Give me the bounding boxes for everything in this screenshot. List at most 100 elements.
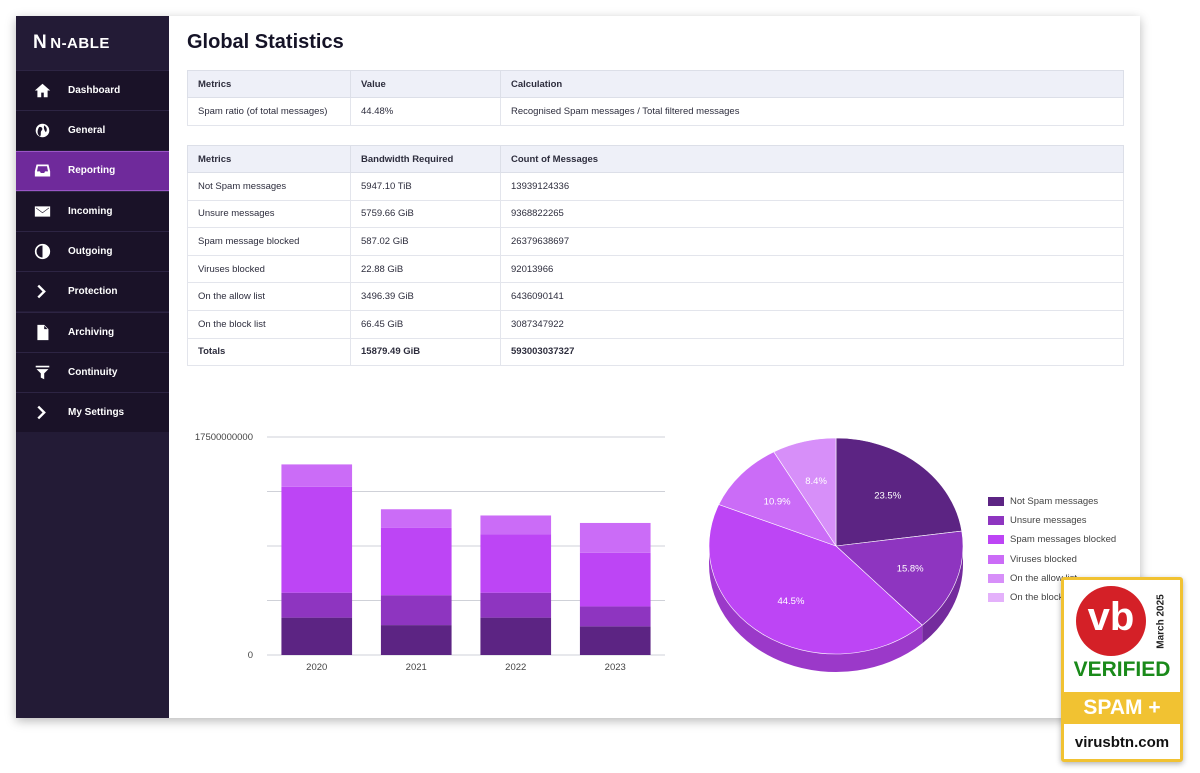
y-tick-label: 0 — [248, 650, 253, 661]
legend-item[interactable]: Unsure messages — [988, 511, 1116, 530]
bar-segment[interactable] — [579, 552, 651, 607]
bar-segment[interactable] — [480, 617, 552, 655]
sidebar-item-protection[interactable]: Protection — [16, 271, 169, 312]
pie-slice-label: 15.8% — [897, 564, 924, 575]
pie-slice-label: 10.9% — [764, 497, 791, 508]
y-tick-label: 17500000000 — [195, 432, 253, 443]
inbox-icon — [16, 162, 68, 179]
badge-category: SPAM + — [1064, 692, 1180, 724]
legend-item[interactable]: Not Spam messages — [988, 492, 1116, 511]
bar-segment[interactable] — [380, 625, 452, 655]
table-row: Spam ratio (of total messages) 44.48% Re… — [187, 97, 1124, 126]
pie-legend: Not Spam messages Unsure messages Spam mes… — [988, 492, 1116, 607]
legend-item[interactable]: Viruses blocked — [988, 550, 1116, 569]
badge-verified: VERIFIED — [1073, 658, 1171, 681]
legend-swatch — [988, 535, 1004, 545]
metric-cell: On the block list — [187, 309, 351, 339]
table-row: Unsure messages 5759.66 GiB 9368822265 — [187, 199, 1124, 229]
brand-name: N-ABLE — [50, 34, 110, 52]
sidebar-item-label: General — [68, 125, 106, 137]
x-tick-label: 2020 — [306, 662, 327, 673]
legend-swatch — [988, 497, 1004, 507]
sidebar-item-label: Archiving — [68, 326, 115, 338]
chevron-right-icon — [16, 404, 68, 421]
badge-date: March 2025 — [1156, 588, 1176, 658]
legend-label: On the block list — [1010, 592, 1078, 604]
calculation-cell: Recognised Spam messages / Total filtere… — [500, 97, 1124, 126]
count-cell: 3087347922 — [500, 309, 1124, 339]
sidebar-item-my-settings[interactable]: My Settings — [16, 392, 169, 433]
totals-row: Totals 15879.49 GiB 593003037327 — [187, 337, 1124, 367]
stacked-bar-chart: 17500000000 0 2020 2021 2022 2023 — [195, 432, 665, 673]
totals-bandwidth-cell: 15879.49 GiB — [350, 337, 501, 367]
table-row: On the allow list 3496.39 GiB 6436090141 — [187, 282, 1124, 311]
badge-date-text: March 2025 — [1155, 594, 1167, 649]
bandwidth-cell: 587.02 GiB — [350, 227, 501, 256]
main-content: Global Statistics Metrics Value Calculat… — [169, 16, 1140, 718]
page-title: Global Statistics — [187, 31, 344, 53]
legend-item[interactable]: On the block list — [988, 588, 1116, 607]
x-tick-label: 2023 — [605, 662, 626, 673]
badge-site: virusbtn.com — [1074, 734, 1170, 751]
sidebar-item-continuity[interactable]: Continuity — [16, 352, 169, 393]
metric-cell: Not Spam messages — [187, 172, 351, 201]
bar-segment[interactable] — [579, 626, 651, 655]
sidebar-item-incoming[interactable]: Incoming — [16, 190, 169, 231]
envelope-icon — [16, 203, 68, 220]
table-header-row: Metrics Bandwidth Required Count of Mess… — [187, 145, 1124, 173]
pie-slice[interactable] — [718, 451, 837, 547]
sidebar-item-outgoing[interactable]: Outgoing — [16, 231, 169, 272]
bandwidth-cell: 5947.10 TiB — [350, 172, 501, 201]
column-header-calculation: Calculation — [500, 70, 1124, 98]
bar-segment[interactable] — [480, 534, 552, 593]
sidebar-item-label: My Settings — [68, 407, 125, 419]
value-cell: 44.48% — [350, 97, 501, 126]
table-row: Viruses blocked 22.88 GiB 92013966 — [187, 254, 1124, 284]
bandwidth-cell: 66.45 GiB — [350, 309, 501, 339]
legend-item[interactable]: Spam messages blocked — [988, 530, 1116, 549]
bar-segment[interactable] — [579, 522, 651, 553]
spam-ratio-table: Metrics Value Calculation Spam ratio (of… — [187, 70, 1124, 126]
bar-segment[interactable] — [281, 592, 353, 618]
legend-item[interactable]: On the allow list — [988, 569, 1116, 588]
sidebar: N N-ABLE Dashboard General Reporting Incomi… — [16, 16, 169, 718]
sidebar-item-archiving[interactable]: Archiving — [16, 311, 169, 352]
document-icon — [16, 324, 68, 341]
metric-cell: Unsure messages — [187, 199, 351, 229]
bar-segment[interactable] — [281, 464, 353, 487]
legend-label: Unsure messages — [1010, 515, 1087, 527]
bandwidth-cell: 22.88 GiB — [350, 254, 501, 284]
count-cell: 9368822265 — [500, 199, 1124, 229]
brand-logo[interactable]: N N-ABLE — [16, 16, 169, 70]
bar-segment[interactable] — [281, 617, 353, 655]
pie-slice[interactable] — [835, 437, 963, 547]
sidebar-item-label: Dashboard — [68, 85, 121, 96]
bar-segment[interactable] — [480, 515, 552, 535]
pie-slice[interactable] — [708, 504, 923, 655]
pie-slice[interactable] — [835, 530, 964, 626]
pie-slice-label: 23.5% — [874, 490, 901, 501]
filter-icon — [16, 364, 68, 381]
count-cell: 26379638697 — [500, 227, 1124, 256]
column-header-bandwidth: Bandwidth Required — [350, 145, 501, 173]
pie-slice[interactable] — [773, 437, 837, 547]
home-icon — [16, 82, 68, 99]
pie-slice-side — [922, 546, 963, 644]
count-cell: 13939124336 — [500, 172, 1124, 201]
table-row: Spam message blocked 587.02 GiB 2637963869… — [187, 227, 1124, 256]
sidebar-item-dashboard[interactable]: Dashboard — [16, 70, 169, 110]
sidebar-item-reporting[interactable]: Reporting — [16, 150, 169, 191]
sidebar-item-label: Continuity — [68, 367, 118, 379]
bar-segment[interactable] — [579, 606, 651, 627]
app-window: N N-ABLE Dashboard General Reporting Incomi… — [16, 16, 1140, 718]
bar-segment[interactable] — [380, 509, 452, 528]
chevron-right-icon — [16, 283, 68, 300]
metric-cell: Spam message blocked — [187, 227, 351, 256]
table-row: Not Spam messages 5947.10 TiB 13939124336 — [187, 172, 1124, 201]
bar-segment[interactable] — [380, 595, 452, 626]
bar-segment[interactable] — [380, 527, 452, 596]
count-cell: 6436090141 — [500, 282, 1124, 311]
bar-segment[interactable] — [281, 486, 353, 593]
bar-segment[interactable] — [480, 592, 552, 618]
sidebar-item-general[interactable]: General — [16, 110, 169, 151]
